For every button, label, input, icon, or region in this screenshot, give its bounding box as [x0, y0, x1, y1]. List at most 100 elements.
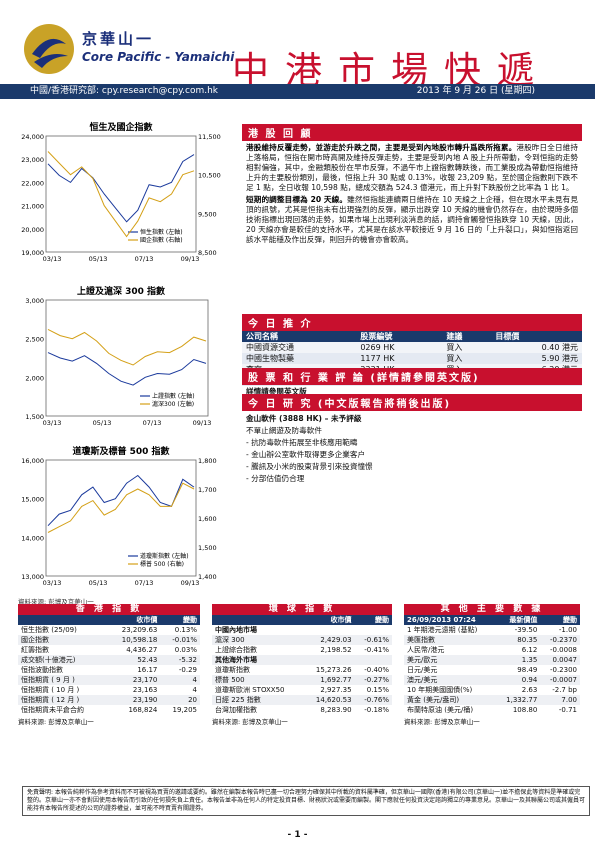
x-tick-label: 03/13: [43, 255, 62, 263]
hk-index-block: 香 港 指 數 收市價 變動 恒生指數 (25/09) 23,209.63 0.13%…: [18, 604, 200, 726]
picks-cell: 0.40 港元: [491, 342, 582, 353]
dji-sp500-chart: 道瓊斯及標普 500 指數 16,000 15,000 14,000 13,000 1,8…: [21, 445, 217, 587]
gl-col-close: 收市價: [303, 615, 355, 625]
y-tick-label: 19,000: [21, 249, 44, 257]
hk_index-cell: -0.01%: [160, 635, 200, 645]
global_index-cell: 其他海外市場: [212, 655, 304, 665]
table-row: 美元/歐元 1.35 0.0047: [404, 655, 580, 665]
research-bullet: - 金山辦公室軟件取得更多企業客户: [246, 450, 366, 459]
hsi-hscei-chart: 恒生及國企指數 24,000 23,000 22,000 21,000 20,000 19,…: [21, 121, 221, 263]
other-source: 資料來源: 彭博及京華山一: [404, 718, 480, 726]
chart-title: 恒生及國企指數: [89, 121, 153, 133]
other-data-table: 26/09/2013 07:24 最新價值 變動 1 年期港元遠期 (基點) -39.…: [404, 615, 580, 715]
table-row: 美匯指數 80.35 -0.2370: [404, 635, 580, 645]
chart-title: 上證及滬深 300 指數: [77, 285, 166, 297]
y-tick-label: 20,000: [21, 226, 44, 234]
x-tick-label: 03/13: [43, 419, 62, 427]
y-tick-label: 14,000: [21, 534, 44, 542]
department-email: 中國/香港研究部: cpy.research@cpy.com.hk: [30, 86, 218, 96]
global_index-cell: 15,273.26: [315, 666, 352, 674]
other_data-cell: 10 年期美國國債(%): [407, 686, 473, 694]
research-bullet: - 抗防毒軟件拓展至非核應用範疇: [246, 438, 358, 447]
y-tick-label: 24,000: [21, 133, 44, 141]
y-tick-label: 23,000: [21, 156, 44, 164]
hk_index-cell: 0.03%: [174, 646, 197, 654]
global-source: 資料來源: 彭博及京華山一: [212, 718, 288, 726]
other_data-cell: 1,332.77: [495, 695, 541, 705]
series-line: [47, 151, 195, 238]
other_data-cell: 0.0047: [540, 655, 580, 665]
brand-name-en: Core Pacific - Yamaichi: [82, 50, 235, 64]
table-row: 布蘭特原油 (美元/桶) 108.80 -0.71: [404, 705, 580, 715]
table-row: 黃金 (美元/盎司) 1,332.77 7.00: [404, 695, 580, 705]
y-tick-label: 22,000: [21, 179, 44, 187]
other_data-cell: 0.94: [495, 675, 541, 685]
global_index-cell: -0.40%: [364, 666, 389, 674]
table-row: 其他海外市場: [212, 655, 392, 665]
hk_index-cell: 168,824: [128, 706, 158, 714]
global_index-cell: [354, 655, 392, 665]
hk_index-cell: 10,598.18: [106, 635, 161, 645]
other_data-cell: 108.80: [512, 706, 538, 714]
hk-col-name: [18, 615, 107, 625]
table-row: 紅籌指數 4,436.27 0.03%: [18, 645, 200, 655]
table-row: 標普 500 1,692.77 -0.27%: [212, 675, 392, 685]
disclaimer: 免責聲明: 本報告純粹作為參考資料而不可被視為買賣的邀請或要約。雖然在編製本報告…: [22, 786, 590, 816]
other_data-cell: -39.50: [514, 626, 538, 634]
x-tick-label: 05/13: [89, 255, 108, 263]
hk-col-close: 收市價: [106, 615, 161, 625]
other_data-cell: 80.35: [495, 635, 541, 645]
company-logo-icon: [24, 24, 74, 74]
hk_index-cell: 恒指期貨 ( 9 月 ): [18, 675, 107, 685]
y-tick-label: 13,000: [21, 573, 44, 581]
hk_index-cell: 4: [192, 686, 197, 694]
other_data-cell: -1.00: [558, 626, 577, 634]
y2-tick-label: 1,500: [198, 544, 217, 552]
hk-source: 資料來源: 彭博及京華山一: [18, 718, 94, 726]
y-tick-label: 2,500: [25, 336, 44, 344]
research-company: 金山軟件 (3888 HK) – 未予評級: [246, 414, 362, 423]
legend-label: 標普 500 (右軸): [140, 560, 184, 568]
x-tick-label: 03/13: [43, 579, 62, 587]
global_index-cell: 8,283.90: [320, 706, 352, 714]
picks-heading: 今 日 推 介: [242, 314, 582, 331]
series-line: [47, 328, 207, 366]
research-heading: 今 日 研 究 (中文版報告將稍後出版): [242, 394, 582, 411]
table-row: 恒指期貨 ( 9 月 ) 23,170 4: [18, 675, 200, 685]
research-subtitle: 不單止網遊及防毒軟件: [246, 426, 322, 435]
global_index-cell: -0.27%: [354, 675, 392, 685]
table-row: 澳元/美元 0.94 -0.0007: [404, 675, 580, 685]
y2-tick-label: 8,500: [198, 249, 217, 257]
table-row: 恒指期貨 ( 10 月 ) 23,163 4: [18, 685, 200, 695]
other_data-cell: -0.2370: [540, 635, 580, 645]
hk_index-cell: 23,209.63: [121, 626, 158, 634]
other_data-cell: -0.0008: [549, 646, 577, 654]
global_index-cell: 中國內地市場: [215, 626, 257, 634]
table-row: 恒指期貨 ( 12 月 ) 23,190 20: [18, 695, 200, 705]
hk_index-cell: 恒指期貨未平倉合約: [21, 706, 84, 714]
page-header: 京華山一 Core Pacific - Yamaichi 中港市場快遞: [0, 0, 595, 92]
research-section: 今 日 研 究 (中文版報告將稍後出版) 金山軟件 (3888 HK) – 未予…: [242, 394, 582, 486]
global_index-cell: 0.15%: [366, 686, 389, 694]
table-row: 道瓊斯指數 15,273.26 -0.40%: [212, 665, 392, 675]
global_index-cell: [303, 655, 355, 665]
table-row: 國企指數 10,598.18 -0.01%: [18, 635, 200, 645]
global_index-cell: [304, 625, 355, 635]
table-row: 日經 225 指數 14,620.53 -0.76%: [212, 695, 392, 705]
table-row: 恒指波動指數 16.17 -0.29: [18, 665, 200, 675]
market-review-section: 港 股 回 顧 港股維持反覆走勢，並游走於升跌之間，主要是受到內地股市轉升爲跌所…: [242, 124, 582, 247]
page-number: - 1 -: [287, 830, 308, 840]
x-tick-label: 05/13: [93, 419, 112, 427]
hk_index-cell: 23,190: [106, 695, 161, 705]
brand-name-cn: 京華山一: [82, 30, 155, 48]
review-lead-2: 短期的調整目標為 20 天線。: [246, 195, 348, 204]
y2-tick-label: 10,500: [198, 172, 221, 180]
legend-label: 道瓊斯指數 (左軸): [140, 552, 189, 560]
other_data-cell: -0.71: [558, 706, 577, 714]
chart-title: 道瓊斯及標普 500 指數: [72, 445, 170, 457]
other_data-cell: 人民幣/港元: [407, 646, 445, 654]
other_data-cell: -0.0007: [540, 675, 580, 685]
market-review-heading: 港 股 回 顧: [242, 124, 582, 141]
global_index-cell: 14,620.53: [303, 695, 355, 705]
hk_index-cell: 19,205: [172, 706, 198, 714]
